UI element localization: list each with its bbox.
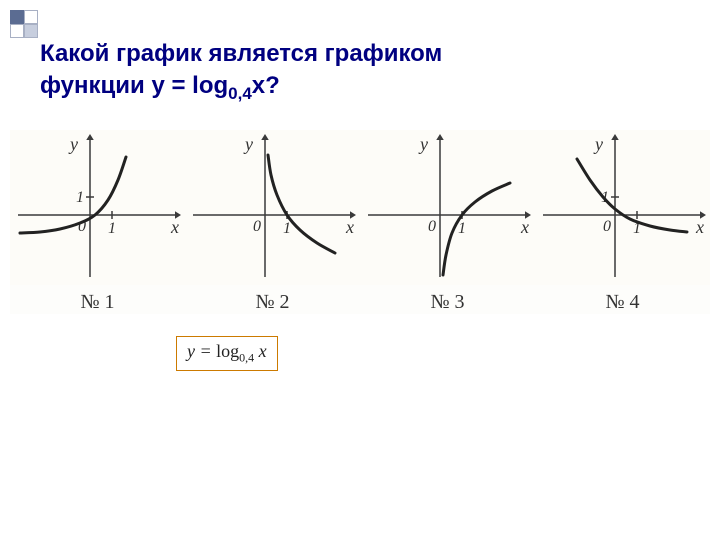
svg-text:x: x bbox=[695, 217, 704, 237]
chart-3: 0 x y 1 № 3 bbox=[360, 130, 535, 314]
chart-4: 0xy11№ 4 bbox=[535, 130, 710, 314]
svg-text:0: 0 bbox=[428, 218, 436, 235]
svg-text:x: x bbox=[520, 217, 529, 237]
chart-svg-1: 0xy11 bbox=[10, 130, 185, 285]
chart-2: 0 x y 1 № 2 bbox=[185, 130, 360, 314]
answer-log: log bbox=[216, 341, 239, 361]
svg-text:x: x bbox=[170, 217, 179, 237]
chart-svg-4: 0xy11 bbox=[535, 130, 710, 285]
chart-label-2: № 2 bbox=[185, 291, 360, 314]
svg-text:0: 0 bbox=[603, 218, 611, 235]
svg-text:1: 1 bbox=[283, 220, 291, 237]
title-line2-suffix: x? bbox=[252, 72, 280, 99]
svg-text:1: 1 bbox=[108, 220, 116, 237]
chart-svg-3: 0 x y 1 bbox=[360, 130, 535, 285]
chart-1: 0xy11№ 1 bbox=[10, 130, 185, 314]
chart-label-1: № 1 bbox=[10, 291, 185, 314]
answer-sub: 0,4 bbox=[239, 351, 254, 365]
title-line2-prefix: функции y = log bbox=[40, 72, 228, 99]
svg-text:0: 0 bbox=[253, 218, 261, 235]
svg-text:1: 1 bbox=[76, 189, 84, 206]
svg-text:y: y bbox=[593, 134, 603, 154]
chart-svg-2: 0 x y 1 bbox=[185, 130, 360, 285]
decoration-square bbox=[10, 24, 24, 38]
answer-var: x bbox=[254, 341, 267, 361]
question-title: Какой график является графиком функции y… bbox=[40, 38, 442, 106]
answer-formula-box: y = log0,4 x bbox=[176, 336, 278, 371]
svg-text:1: 1 bbox=[458, 220, 466, 237]
chart-label-3: № 3 bbox=[360, 291, 535, 314]
decoration-square bbox=[24, 10, 38, 24]
title-subscript: 0,4 bbox=[228, 84, 252, 103]
decoration-square bbox=[10, 10, 24, 24]
answer-prefix: y = bbox=[187, 341, 216, 361]
charts-row: 0xy11№ 10xy1№ 20xy1№ 30xy11№ 4 bbox=[10, 130, 710, 314]
chart-label-4: № 4 bbox=[535, 291, 710, 314]
svg-text:y: y bbox=[68, 134, 78, 154]
svg-text:x: x bbox=[345, 217, 354, 237]
svg-text:y: y bbox=[243, 134, 253, 154]
decoration-square bbox=[24, 24, 38, 38]
title-line1: Какой график является графиком bbox=[40, 40, 442, 67]
svg-text:y: y bbox=[418, 134, 428, 154]
